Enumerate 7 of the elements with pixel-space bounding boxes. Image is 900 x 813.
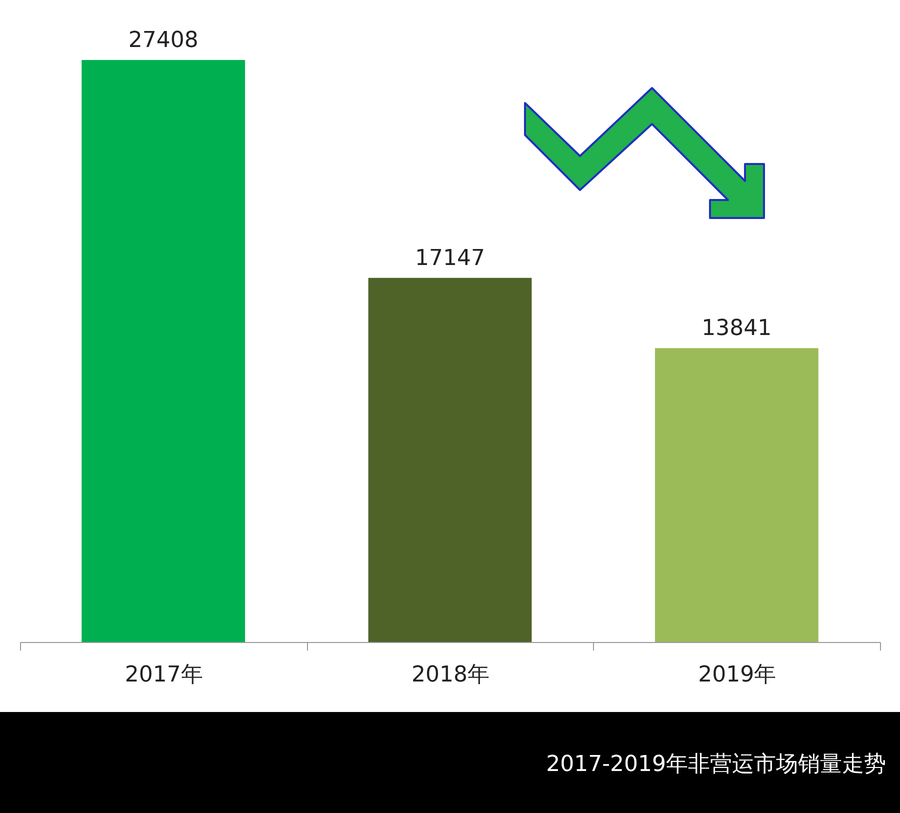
x-tick-label: 2018年: [412, 662, 490, 688]
text: 2017-2019年非营运市场销量走势: [546, 751, 886, 779]
x-tick-label: 2019年: [698, 662, 776, 688]
data-label: 13841: [702, 316, 772, 342]
data-label: 27408: [128, 28, 198, 53]
x-tick-label: 2017年: [124, 662, 203, 688]
data-label: 17147: [415, 246, 485, 271]
